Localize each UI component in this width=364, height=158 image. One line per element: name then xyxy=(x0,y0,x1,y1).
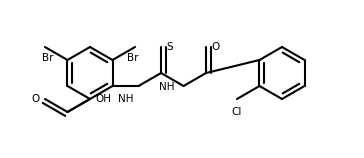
Text: OH: OH xyxy=(95,94,111,104)
Text: Br: Br xyxy=(42,53,54,63)
Text: O: O xyxy=(211,42,219,52)
Text: Cl: Cl xyxy=(232,107,242,117)
Text: O: O xyxy=(32,94,40,104)
Text: Br: Br xyxy=(127,53,138,63)
Text: NH: NH xyxy=(159,82,174,91)
Text: NH: NH xyxy=(118,94,133,104)
Text: S: S xyxy=(166,42,173,52)
